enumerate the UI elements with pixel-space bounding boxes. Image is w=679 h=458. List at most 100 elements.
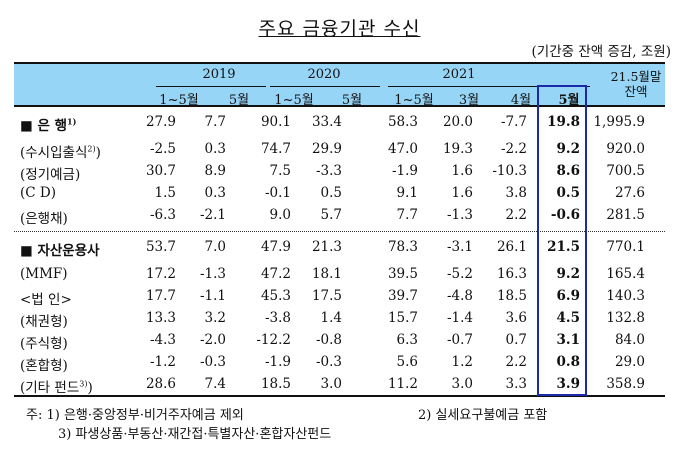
cell-value: 27.6 xyxy=(614,185,645,201)
cell-value: 3.1 xyxy=(556,332,581,348)
cell-value: 770.1 xyxy=(606,239,645,255)
cell-value: 358.9 xyxy=(606,376,645,392)
cell-value: -3.1 xyxy=(446,239,473,255)
cell-value: -1.3 xyxy=(199,266,226,282)
cell-value: 9.0 xyxy=(269,207,291,223)
cell-value: 47.2 xyxy=(260,266,291,282)
cell-value: 3.6 xyxy=(505,310,527,326)
cell-value: 0.3 xyxy=(204,185,226,201)
cell-value: 7.7 xyxy=(204,114,226,130)
cell-value: 1.6 xyxy=(451,163,473,179)
table-row: <법 인> 17.7 -1.1 45.3 17.5 39.7 -4.8 18.5 6.9 140.… xyxy=(14,285,665,308)
cell-value: -12.2 xyxy=(256,332,291,348)
year-2021: 2021 xyxy=(442,67,476,82)
cell-value: 0.5 xyxy=(320,185,342,201)
cell-value: -1.3 xyxy=(446,207,473,223)
col-balance: 21.5월말 잔액 xyxy=(606,69,666,99)
unit-label: (기간중 잔액 증감, 조원) xyxy=(531,44,671,60)
cell-value: 26.1 xyxy=(496,239,527,255)
year-2019: 2019 xyxy=(202,67,236,82)
cell-value: 3.0 xyxy=(451,376,473,392)
table-row: (은행채) -6.3 -2.1 9.0 5.7 7.7 -1.3 2.2 -0.6 281.5 xyxy=(14,204,665,227)
cell-value: 47.0 xyxy=(387,141,418,157)
cell-value: 7.7 xyxy=(396,207,418,223)
cell-value: 4.5 xyxy=(556,310,581,326)
col-2021-apr: 4월 xyxy=(510,93,532,108)
row-label: (C D) xyxy=(20,185,56,201)
table-row: (주식형) -4.3 -2.0 -12.2 -0.8 6.3 -0.7 0.7 3.1 84.0 xyxy=(14,329,665,352)
cell-value: 17.2 xyxy=(145,266,176,282)
cell-value: -2.1 xyxy=(199,207,226,223)
col-2020-jan-may: 1~5월 xyxy=(274,93,314,108)
table-bottom-border xyxy=(14,395,665,397)
cell-value: 58.3 xyxy=(387,114,418,130)
row-label: (수시입출식2)) xyxy=(20,144,101,162)
cell-value: 0.3 xyxy=(204,141,226,157)
row-label: (혼합형) xyxy=(20,358,68,374)
year-underline xyxy=(156,86,266,87)
cell-value: 3.9 xyxy=(556,376,581,392)
cell-value: 39.7 xyxy=(387,288,418,304)
table-row: (혼합형) -1.2 -0.3 -1.9 -0.3 5.6 1.2 2.2 0.8 29.0 xyxy=(14,351,665,374)
footnote-1: 주: 1) 은행·중앙정부·비거주자예금 제외 xyxy=(26,408,244,423)
cell-value: 45.3 xyxy=(260,288,291,304)
cell-value: 47.9 xyxy=(260,239,291,255)
cell-value: -2.2 xyxy=(500,141,527,157)
cell-value: 8.6 xyxy=(556,163,581,179)
cell-value: -0.3 xyxy=(315,354,342,370)
row-label: (은행채) xyxy=(20,211,68,227)
cell-value: 6.9 xyxy=(556,288,581,304)
may-highlight-box xyxy=(537,85,587,396)
cell-value: 0.7 xyxy=(505,332,527,348)
row-label: (주식형) xyxy=(20,336,68,352)
cell-value: 5.6 xyxy=(396,354,418,370)
cell-value: 165.4 xyxy=(606,266,645,282)
footnote-3: 3) 파생상품·부동산·재간접·특별자산·혼합자산펀드 xyxy=(58,427,332,442)
table-row: (수시입출식2)) -2.5 0.3 74.7 29.9 47.0 19.3 -2.2 9.2 9… xyxy=(14,138,665,162)
cell-value: 39.5 xyxy=(387,266,418,282)
cell-value: -1.9 xyxy=(391,163,418,179)
year-2020: 2020 xyxy=(307,67,341,82)
table-row: (채권형) 13.3 3.2 -3.8 1.4 15.7 -1.4 3.6 4.5 132.8 xyxy=(14,307,665,330)
cell-value: 90.1 xyxy=(260,114,291,130)
year-underline xyxy=(388,86,590,87)
cell-value: 140.3 xyxy=(606,288,645,304)
cell-value: 1.4 xyxy=(320,310,342,326)
col-2019-jan-may: 1~5월 xyxy=(159,93,199,108)
cell-value: 18.5 xyxy=(496,288,527,304)
cell-value: 33.4 xyxy=(311,114,342,130)
cell-value: 18.1 xyxy=(311,266,342,282)
cell-value: -6.3 xyxy=(149,207,176,223)
cell-value: -1.4 xyxy=(446,310,473,326)
cell-value: 9.1 xyxy=(396,185,418,201)
row-label: (MMF) xyxy=(20,266,68,282)
cell-value: 3.8 xyxy=(505,185,527,201)
cell-value: 1.5 xyxy=(154,185,176,201)
cell-value: 17.7 xyxy=(145,288,176,304)
cell-value: 17.5 xyxy=(311,288,342,304)
cell-value: 2.2 xyxy=(505,354,527,370)
cell-value: 7.5 xyxy=(269,163,291,179)
col-2019-may: 5월 xyxy=(228,93,250,108)
cell-value: 11.2 xyxy=(387,376,418,392)
cell-value: 1,995.9 xyxy=(593,114,645,130)
cell-value: 2.2 xyxy=(505,207,527,223)
cell-value: -4.3 xyxy=(149,332,176,348)
cell-value: 53.7 xyxy=(145,239,176,255)
footnote-2: 2) 실세요구불예금 포함 xyxy=(418,408,548,423)
cell-value: -0.3 xyxy=(199,354,226,370)
cell-value: -0.6 xyxy=(550,207,580,223)
table-row: (C D) 1.5 0.3 -0.1 0.5 9.1 1.6 3.8 0.5 27.6 xyxy=(14,182,665,204)
row-label: <법 인> xyxy=(20,292,72,308)
balance-label-line2: 잔액 xyxy=(624,84,648,99)
cell-value: -0.7 xyxy=(446,332,473,348)
cell-value: 1.2 xyxy=(451,354,473,370)
cell-value: 18.5 xyxy=(260,376,291,392)
row-label: (채권형) xyxy=(20,314,68,330)
cell-value: 30.7 xyxy=(145,163,176,179)
cell-value: 9.2 xyxy=(556,141,581,157)
cell-value: -3.3 xyxy=(315,163,342,179)
cell-value: 27.9 xyxy=(145,114,176,130)
cell-value: 281.5 xyxy=(606,207,645,223)
cell-value: -1.2 xyxy=(149,354,176,370)
